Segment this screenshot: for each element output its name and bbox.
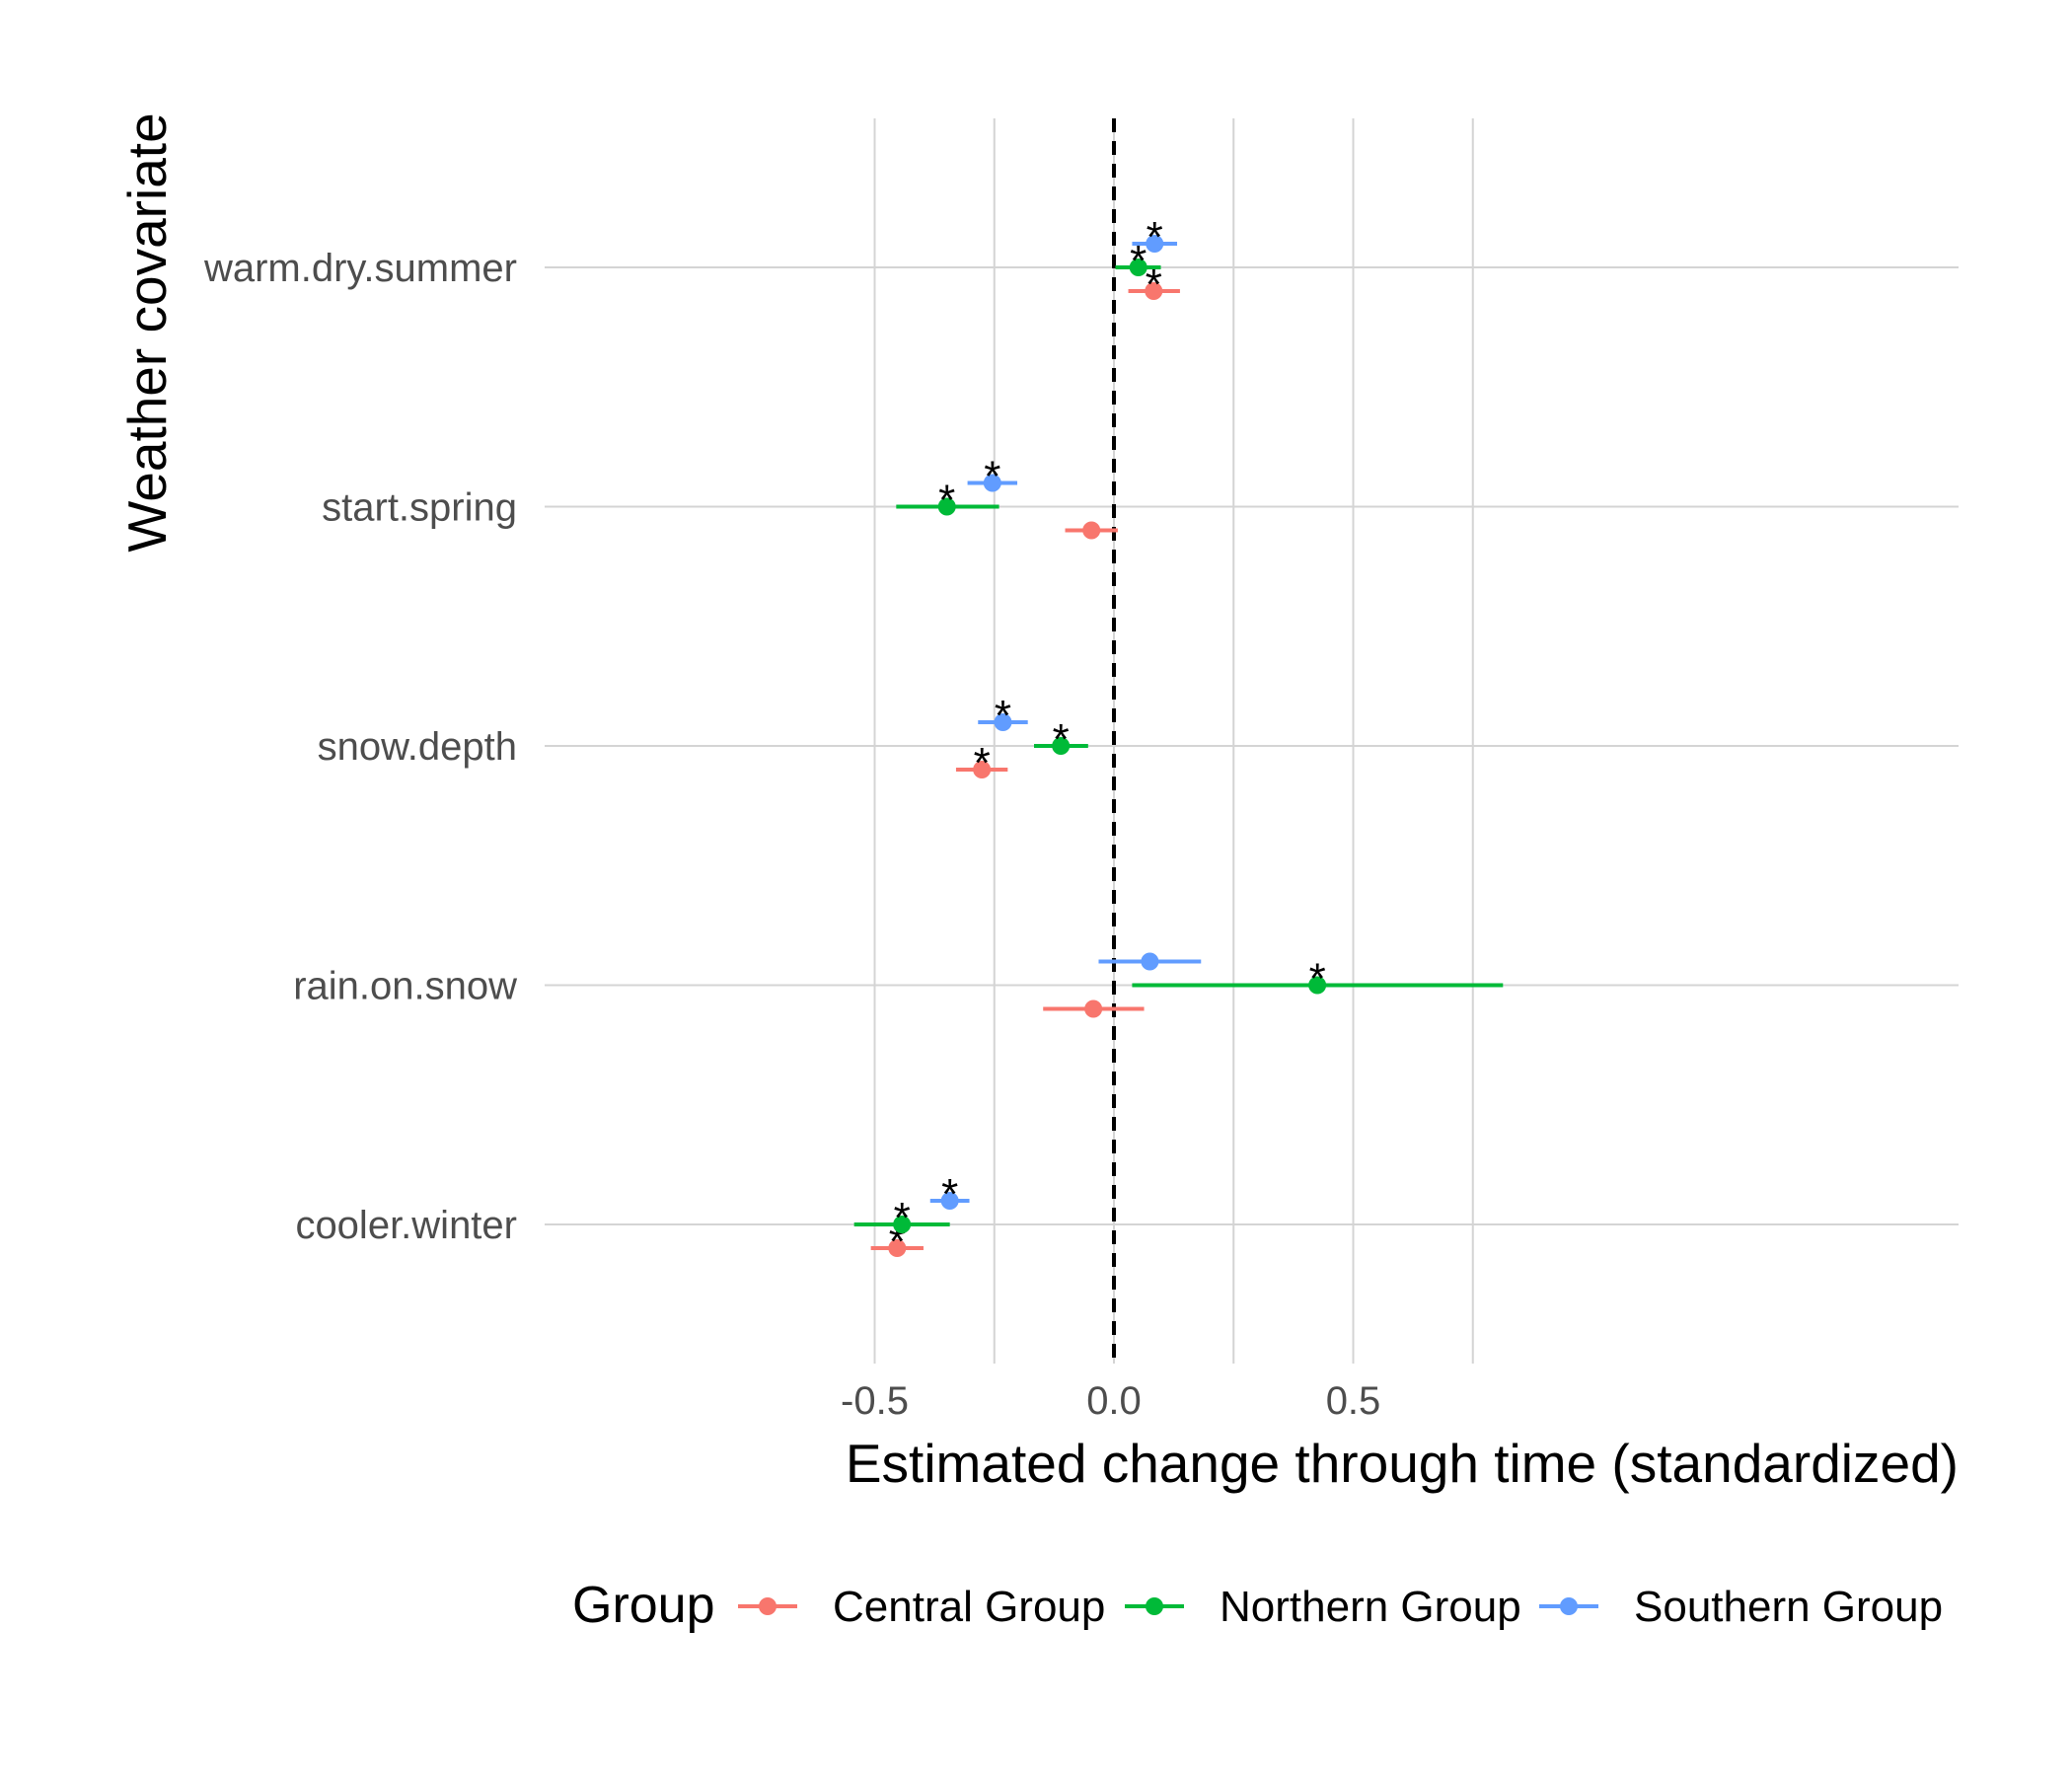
significance-star: *: [1053, 715, 1070, 764]
estimate-point: [994, 713, 1012, 731]
x-tick-label: -0.5: [841, 1379, 909, 1423]
legend-key-point: [1560, 1597, 1578, 1615]
estimate-point: [1146, 235, 1164, 253]
y-tick-label-rain-on-snow: rain.on.snow: [293, 965, 517, 1008]
grid-lines: [545, 118, 1959, 1364]
y-tick-label-start-spring: start.spring: [322, 486, 517, 530]
estimate-point: [1082, 521, 1101, 540]
estimate-point: [1308, 976, 1327, 995]
x-tick-label: 0.5: [1326, 1379, 1381, 1423]
x-axis-title: Estimated change through time (standardi…: [846, 1433, 1959, 1494]
estimate-point: [1052, 737, 1071, 755]
estimate-point: [1141, 952, 1159, 971]
y-tick-label-cooler-winter: cooler.winter: [295, 1204, 517, 1247]
x-tick-label: 0.0: [1086, 1379, 1142, 1423]
significance-star: *: [941, 1170, 958, 1219]
significance-star: *: [1309, 955, 1326, 1003]
estimate-point: [937, 497, 956, 516]
significance-star: *: [1147, 213, 1163, 261]
y-tick-labels: warm.dry.summer start.spring snow.depth rai…: [203, 247, 517, 1247]
significance-star: *: [995, 692, 1011, 740]
significance-star: *: [1146, 260, 1162, 309]
y-tick-label-snow-depth: snow.depth: [318, 725, 517, 769]
significance-star: *: [894, 1194, 911, 1242]
data-marks: ************: [853, 213, 1504, 1266]
significance-star: *: [974, 739, 991, 787]
legend-entry-label: Southern Group: [1634, 1583, 1943, 1631]
significance-star: *: [938, 477, 955, 525]
estimate-point: [983, 474, 1001, 492]
legend: Group Central Group Northern Group Souther…: [572, 1577, 1943, 1634]
estimate-point: [1084, 999, 1103, 1018]
estimate-point: [973, 761, 992, 778]
significance-star: *: [984, 453, 1000, 501]
significance-star: *: [1130, 237, 1147, 285]
legend-key-point: [759, 1597, 777, 1615]
y-tick-label-warm-dry-summer: warm.dry.summer: [203, 247, 517, 290]
estimate-point: [1145, 282, 1163, 300]
legend-key-point: [1146, 1597, 1163, 1615]
legend-title: Group: [572, 1577, 715, 1634]
estimate-point: [888, 1239, 907, 1257]
x-tick-labels: -0.5 0.0 0.5: [841, 1379, 1380, 1423]
estimate-point: [940, 1192, 959, 1210]
y-axis-title: Weather covariate: [116, 112, 178, 552]
legend-entry-label: Northern Group: [1220, 1583, 1521, 1631]
estimate-point: [893, 1216, 912, 1233]
legend-entry-label: Central Group: [833, 1583, 1105, 1631]
estimate-point: [1129, 259, 1147, 276]
